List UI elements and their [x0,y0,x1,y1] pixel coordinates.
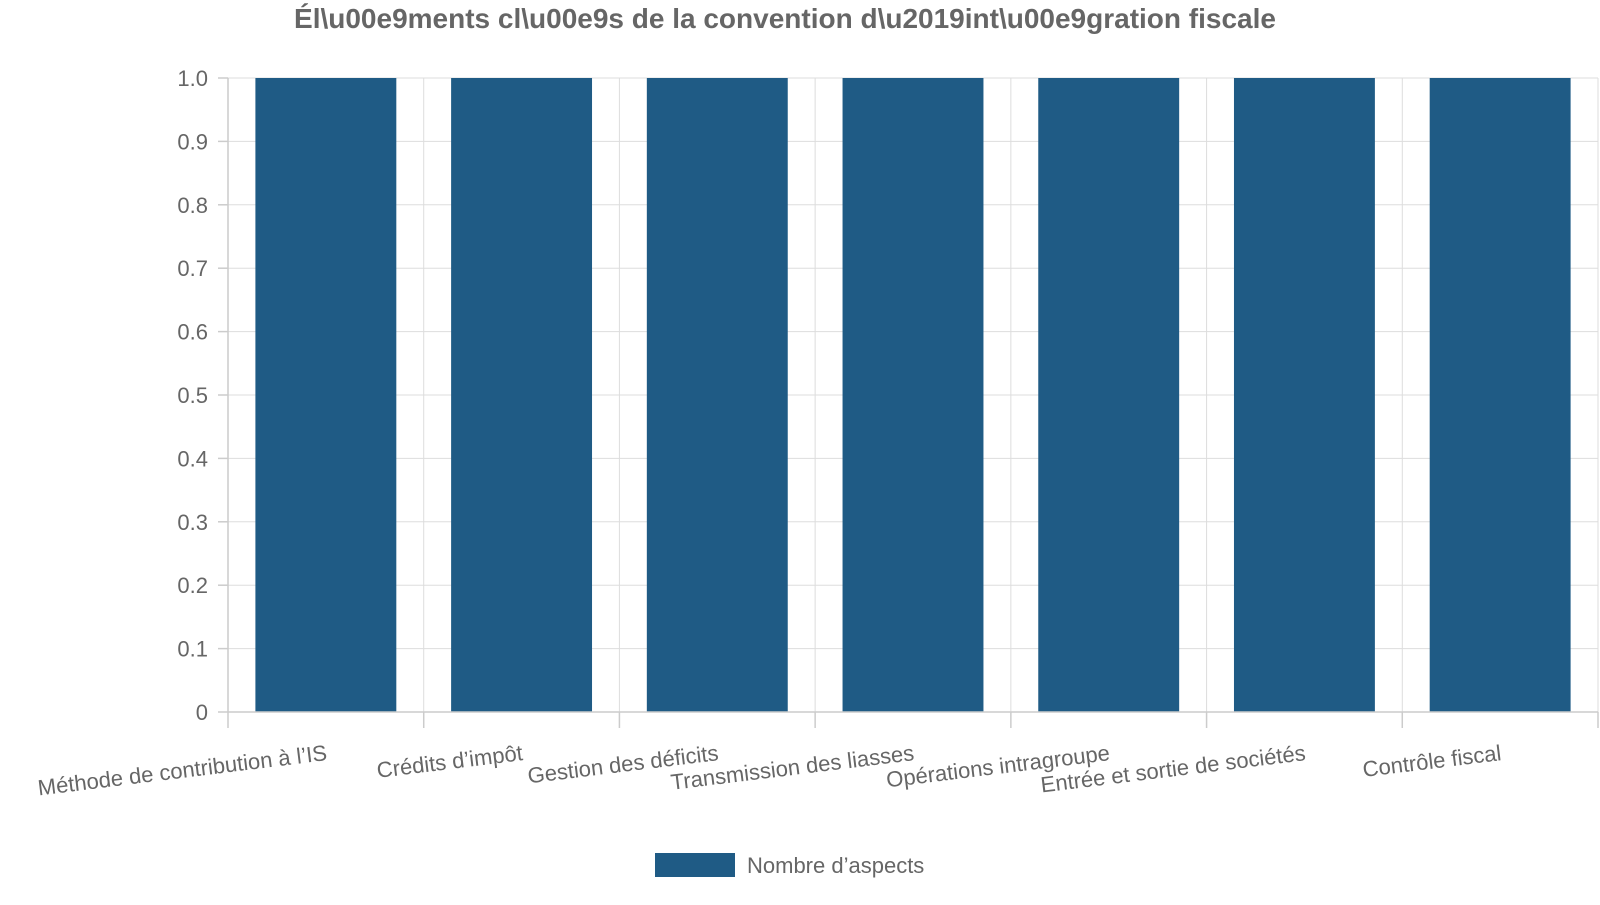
y-tick-label: 0.3 [177,510,208,535]
y-tick-label: 0 [196,700,208,725]
bar[interactable] [1233,78,1375,712]
x-tick-label: Contrôle fiscal [1361,740,1502,782]
bar[interactable] [1038,78,1180,712]
y-tick-label: 0.4 [177,446,208,471]
legend-swatch [655,853,735,877]
legend[interactable]: Nombre d’aspects [655,853,924,878]
y-tick-label: 0.5 [177,383,208,408]
x-tick-label: Méthode de contribution à l’IS [36,740,328,800]
y-tick-label: 0.8 [177,193,208,218]
bar[interactable] [1429,78,1571,712]
bar[interactable] [646,78,788,712]
x-axis-ticks: Méthode de contribution à l’IS Crédits d’… [36,712,1599,800]
y-tick-label: 0.7 [177,256,208,281]
y-tick-label: 0.2 [177,573,208,598]
bar[interactable] [255,78,397,712]
bar[interactable] [451,78,593,712]
x-tick-label: Crédits d’impôt [375,740,524,783]
y-tick-label: 0.1 [177,637,208,662]
y-tick-label: 1.0 [177,66,208,91]
y-tick-label: 0.9 [177,129,208,154]
y-tick-label: 0.6 [177,320,208,345]
bar[interactable] [842,78,984,712]
y-axis-ticks: 0 0.1 0.2 0.3 0.4 0.5 0.6 0.7 0.8 0.9 1.0 [177,66,228,725]
bars [255,78,1571,712]
legend-label-series: Nombre d’aspects [747,853,924,878]
chart-title: Él\u00e9ments cl\u00e9s de la convention… [294,3,1276,34]
